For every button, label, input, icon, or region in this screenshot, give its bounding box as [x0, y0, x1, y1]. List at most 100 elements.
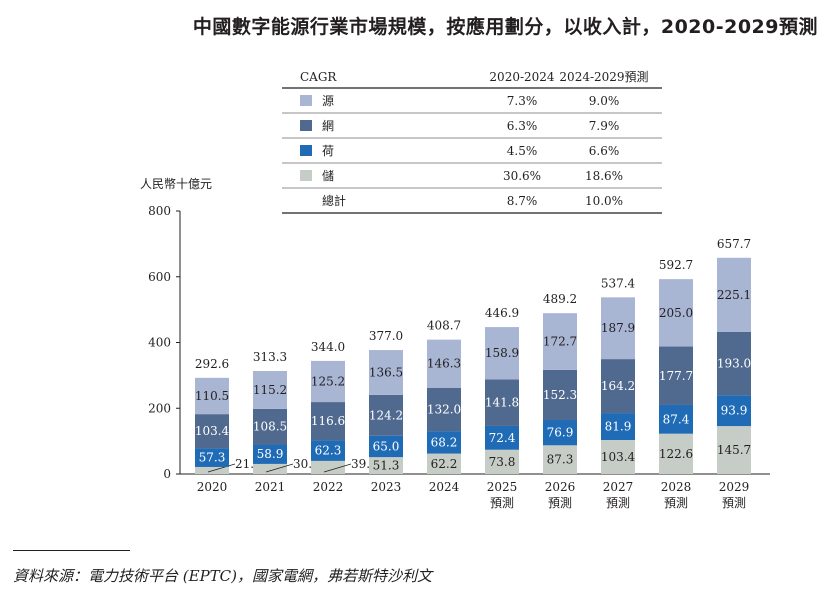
legend-label: 荷 [322, 144, 334, 158]
data-label: 177.7 [659, 369, 693, 383]
x-tick-label: 2023 [371, 480, 402, 494]
bar-segment [717, 257, 751, 332]
bar-segment [253, 371, 287, 409]
y-tick-label: 400 [148, 336, 171, 350]
cagr-value: 6.6% [589, 144, 620, 158]
bar-segment [485, 327, 519, 380]
data-label: 103.4 [195, 424, 230, 438]
x-tick-sublabel: 預測 [548, 496, 572, 510]
x-tick-label: 2022 [313, 480, 344, 494]
x-tick-label: 2026 [545, 480, 576, 494]
chart-title: 中國數字能源行業市場規模，按應用劃分，以收入計，2020-2029預測 [192, 16, 818, 38]
bar-segment [253, 444, 287, 464]
cagr-value: 9.0% [589, 94, 620, 108]
cagr-value: 7.9% [589, 119, 620, 133]
bar-segment [543, 445, 577, 474]
chart-canvas: 人民幣十億元020040060080021.457.3103.4110.5292… [140, 70, 770, 510]
data-label: 132.0 [427, 402, 461, 416]
bar-segment [659, 279, 693, 347]
x-tick-sublabel: 預測 [490, 496, 514, 510]
x-tick-label: 2025 [487, 480, 518, 494]
bar-segment [601, 359, 635, 414]
bar-segment [195, 414, 229, 449]
bar-segment [543, 313, 577, 370]
legend-swatch [300, 145, 312, 156]
x-tick-label: 2028 [661, 480, 692, 494]
y-tick-label: 600 [148, 270, 171, 284]
legend-swatch [300, 95, 312, 106]
data-label: 73.8 [489, 455, 516, 469]
x-tick-label: 2024 [429, 480, 460, 494]
data-label: 172.7 [543, 335, 577, 349]
x-tick-label: 2027 [603, 480, 634, 494]
leader-line [265, 463, 294, 473]
data-label: 65.0 [373, 439, 400, 453]
cagr-value: 4.5% [507, 144, 538, 158]
bar-segment [717, 331, 751, 396]
data-label: 141.8 [485, 396, 519, 410]
data-label: 205.0 [659, 306, 693, 320]
bar-segment [369, 457, 403, 474]
data-label: 164.2 [601, 379, 635, 393]
bar-segment [427, 339, 461, 388]
bar-segment [717, 426, 751, 474]
data-label: 93.9 [721, 404, 748, 418]
x-tick-label: 2021 [255, 480, 286, 494]
bar-segment [485, 449, 519, 474]
data-label: 110.5 [195, 389, 229, 403]
total-label: 344.0 [311, 340, 345, 354]
bar-segment [427, 431, 461, 454]
data-label: 122.6 [659, 447, 693, 461]
bar-segment [485, 425, 519, 450]
bar-segment [311, 440, 345, 461]
legend-label: 網 [322, 119, 334, 133]
total-label: 537.4 [601, 276, 636, 290]
cagr-header-col1: 2020-2024 [489, 70, 554, 84]
data-label: 125.2 [311, 374, 345, 388]
bar-segment [311, 460, 345, 474]
bar-segment [485, 379, 519, 426]
bar-segment [543, 369, 577, 421]
data-label: 145.7 [717, 443, 751, 457]
x-tick-label: 2020 [197, 480, 228, 494]
cagr-value: 6.3% [507, 119, 538, 133]
data-label: 62.2 [431, 457, 458, 471]
total-label: 446.9 [485, 306, 519, 320]
data-label: 158.9 [485, 346, 519, 360]
data-label: 51.3 [373, 459, 400, 473]
bar-segment [543, 420, 577, 446]
bar-segment [311, 402, 345, 441]
y-axis-label: 人民幣十億元 [140, 177, 212, 191]
bar-segment [253, 463, 287, 474]
data-label: 103.4 [601, 450, 636, 464]
footnote-divider [13, 550, 130, 551]
total-label: 657.7 [717, 237, 751, 251]
x-tick-sublabel: 預測 [606, 496, 630, 510]
data-label: 124.2 [369, 408, 403, 422]
bar-segment [253, 408, 287, 445]
cagr-value: 7.3% [507, 94, 538, 108]
bar-segment [659, 433, 693, 474]
data-label: 68.2 [431, 435, 458, 449]
legend-swatch [300, 170, 312, 181]
total-label: 408.7 [427, 319, 461, 333]
data-label: 146.3 [427, 357, 461, 371]
bar-segment [369, 435, 403, 458]
data-label: 72.4 [489, 431, 516, 445]
data-label: 187.9 [601, 321, 635, 335]
bar-segment [717, 395, 751, 427]
data-label: 115.2 [253, 383, 287, 397]
cagr-total-label: 總計 [322, 193, 346, 208]
legend-label: 儲 [322, 169, 334, 183]
legend-label: 源 [322, 94, 334, 108]
data-label: 193.0 [717, 357, 751, 371]
bar-segment [427, 453, 461, 474]
data-label: 57.3 [199, 451, 226, 465]
total-label: 489.2 [543, 292, 577, 306]
cagr-header-label: CAGR [300, 70, 337, 84]
cagr-value: 18.6% [585, 169, 623, 183]
data-label: 152.3 [543, 388, 577, 402]
total-label: 592.7 [659, 258, 693, 272]
bar-segment [195, 377, 229, 415]
data-label: 87.4 [663, 412, 690, 426]
